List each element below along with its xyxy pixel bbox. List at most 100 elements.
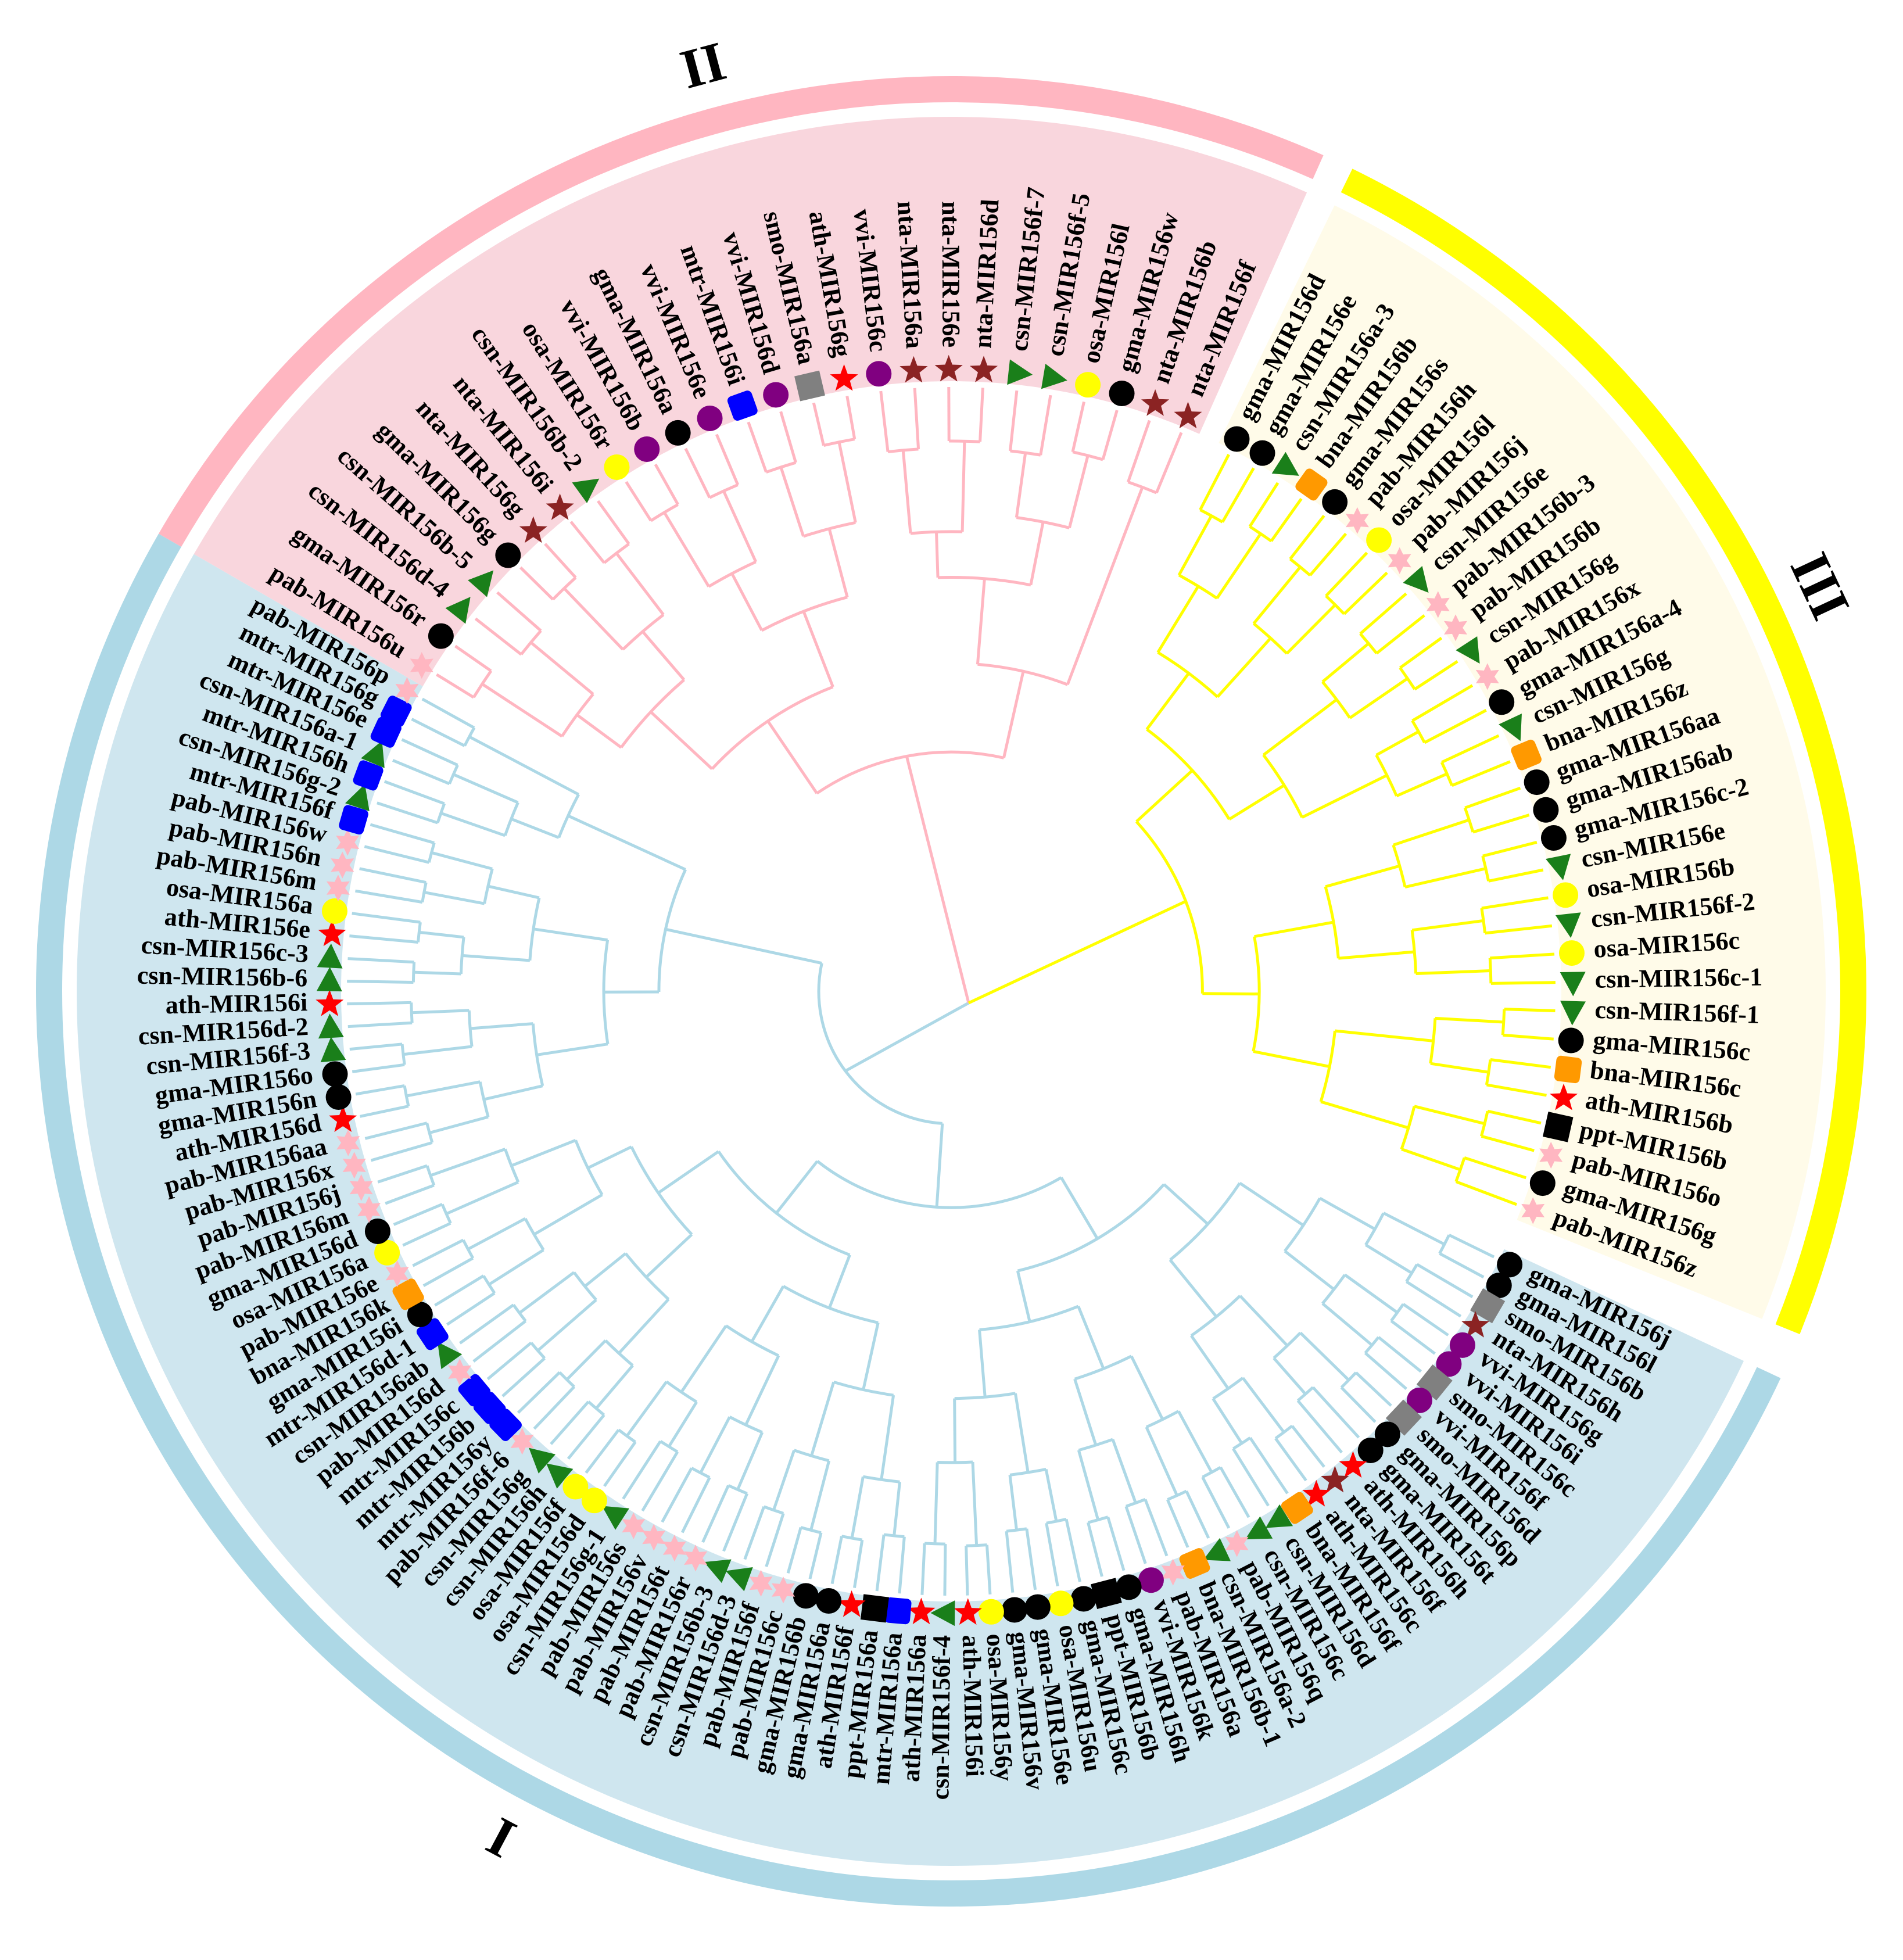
marker-csn-icon bbox=[437, 1342, 463, 1370]
branch-I bbox=[511, 1138, 576, 1167]
branch-arc-III bbox=[1463, 807, 1475, 833]
leaf-label: csn-MIR156f-4 bbox=[926, 1635, 956, 1800]
branch-I bbox=[743, 1506, 766, 1560]
marker-ath-icon bbox=[837, 1590, 866, 1617]
marker-nta-icon bbox=[519, 516, 547, 543]
branch-III bbox=[1488, 868, 1544, 883]
marker-nta-icon bbox=[1141, 389, 1170, 416]
branch-I bbox=[722, 1493, 749, 1552]
marker-gma-icon bbox=[428, 623, 454, 649]
branch-arc-II bbox=[765, 461, 797, 474]
branch-arc-I bbox=[817, 963, 942, 1125]
branch-II bbox=[827, 528, 849, 598]
branch-II bbox=[684, 447, 711, 499]
marker-gma-icon bbox=[665, 420, 691, 446]
branch-I bbox=[411, 1009, 470, 1015]
marker-csn-icon bbox=[1560, 1001, 1586, 1026]
branch-I bbox=[1166, 1499, 1189, 1548]
branch-II bbox=[1009, 390, 1019, 452]
branch-II bbox=[747, 421, 768, 473]
marker-mtr-icon bbox=[458, 1374, 491, 1407]
branch-I bbox=[1296, 1399, 1343, 1454]
branch-II bbox=[802, 611, 834, 688]
branch-III bbox=[1270, 497, 1303, 542]
branch-I bbox=[1273, 1357, 1307, 1395]
branch-I bbox=[1239, 1181, 1304, 1227]
branch-arc-III bbox=[1199, 508, 1224, 524]
marker-pab-icon bbox=[336, 1129, 360, 1156]
marker-csn-icon bbox=[725, 1567, 753, 1592]
marker-osa-icon bbox=[604, 454, 630, 480]
branch-I bbox=[625, 1381, 668, 1437]
branch-I bbox=[1364, 1352, 1407, 1391]
branch-III bbox=[1411, 919, 1484, 932]
branch-II bbox=[481, 683, 563, 738]
branch-I bbox=[468, 735, 579, 796]
branch-I bbox=[1077, 1306, 1105, 1370]
marker-gma-icon bbox=[407, 1302, 433, 1328]
marker-gma-icon bbox=[1558, 1027, 1584, 1054]
branch-II bbox=[901, 450, 912, 534]
branch-arc-III bbox=[1249, 525, 1273, 543]
branch-arc-I bbox=[800, 1526, 822, 1535]
marker-csn-icon bbox=[316, 966, 342, 992]
marker-gma-icon bbox=[1529, 1170, 1556, 1196]
branch-I bbox=[935, 1123, 944, 1207]
branch-I bbox=[585, 1429, 620, 1474]
branch-I bbox=[1402, 1303, 1449, 1336]
marker-bna-icon bbox=[1295, 468, 1328, 501]
marker-csn-icon bbox=[1007, 359, 1033, 385]
branch-I bbox=[772, 1449, 796, 1511]
branch-I bbox=[429, 1115, 489, 1134]
branch-II bbox=[641, 630, 686, 681]
branch-II bbox=[569, 521, 605, 564]
branch-I bbox=[1321, 1302, 1373, 1346]
branch-II bbox=[650, 711, 714, 771]
marker-csn-icon bbox=[317, 943, 343, 969]
branch-III bbox=[1396, 772, 1448, 798]
branch-II bbox=[913, 388, 920, 450]
branch-II bbox=[1029, 521, 1045, 586]
clade-label-I: I bbox=[477, 1805, 525, 1871]
branch-I bbox=[510, 817, 560, 839]
marker-nta-icon bbox=[969, 356, 998, 382]
branch-III bbox=[1343, 571, 1388, 615]
marker-gma-icon bbox=[1357, 1437, 1384, 1463]
branch-I bbox=[518, 1271, 575, 1314]
branch-I bbox=[565, 1339, 607, 1381]
marker-csn-icon bbox=[1560, 972, 1586, 997]
branch-I bbox=[1390, 1320, 1436, 1355]
branch-III bbox=[1486, 1083, 1547, 1097]
branch-III bbox=[1338, 950, 1415, 960]
branch-II bbox=[961, 441, 966, 532]
branch-arc-I bbox=[665, 1380, 698, 1403]
branch-I bbox=[377, 1164, 428, 1184]
branch-I bbox=[459, 1303, 515, 1345]
branch-III bbox=[1411, 684, 1474, 722]
branch-arc-I bbox=[1087, 1515, 1109, 1524]
tree-branches bbox=[347, 386, 1556, 1596]
branch-arc-I bbox=[436, 803, 446, 823]
marker-gma-icon bbox=[1224, 426, 1250, 452]
branch-II bbox=[837, 442, 857, 523]
marker-csn-icon bbox=[445, 597, 471, 624]
branch-arc-I bbox=[400, 1044, 406, 1065]
branch-I bbox=[401, 738, 458, 766]
branch-I bbox=[419, 930, 464, 939]
branch-I bbox=[550, 1400, 590, 1445]
marker-csn-icon bbox=[601, 1506, 629, 1530]
branch-arc-I bbox=[425, 1165, 436, 1186]
branch-I bbox=[1124, 1506, 1147, 1564]
branch-I bbox=[1008, 1475, 1018, 1531]
branch-I bbox=[618, 1298, 670, 1355]
root-branch-II bbox=[905, 755, 970, 1004]
branch-arc-III bbox=[1480, 1110, 1489, 1137]
branch-arc-III bbox=[1392, 844, 1407, 888]
branch-III bbox=[1375, 614, 1425, 655]
branch-II bbox=[766, 720, 818, 794]
branch-III bbox=[1414, 1105, 1485, 1126]
leaf-label: ath-MIR156a bbox=[896, 1633, 931, 1782]
marker-ath-icon bbox=[830, 364, 858, 391]
leaf-label: csn-MIR156c-1 bbox=[1594, 963, 1762, 994]
branch-I bbox=[1111, 1439, 1137, 1504]
